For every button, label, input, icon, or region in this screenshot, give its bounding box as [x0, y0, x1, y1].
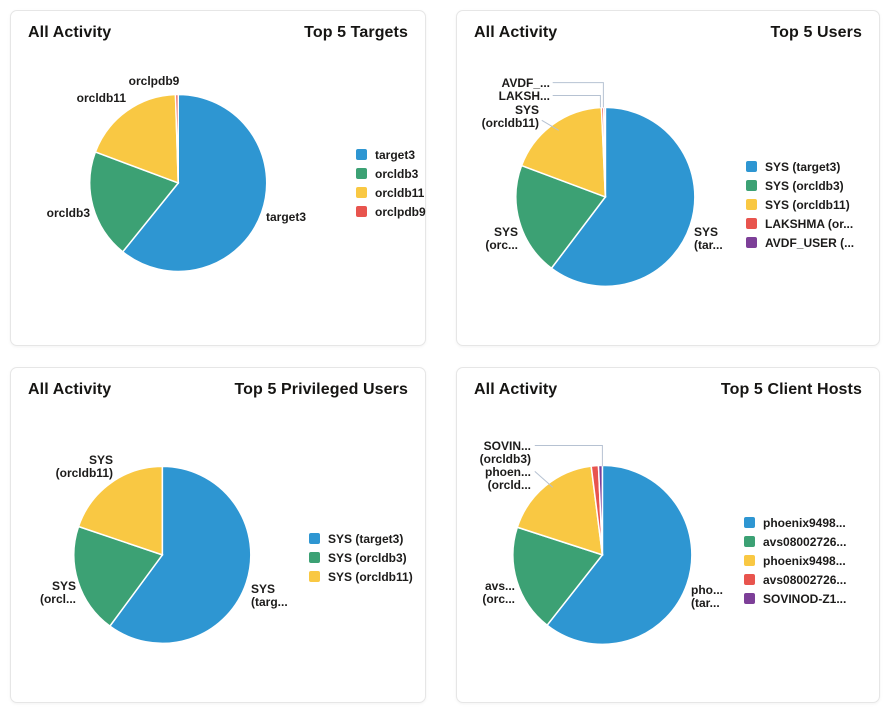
legend-item[interactable]: orclpdb9 [356, 202, 426, 221]
legend-label: orclpdb9 [375, 204, 426, 219]
legend-item[interactable]: phoenix9498... [744, 551, 846, 570]
legend-swatch [356, 206, 367, 217]
callout-leader-line [552, 82, 604, 108]
legend-swatch [746, 237, 757, 248]
legend-item[interactable]: phoenix9498... [744, 513, 846, 532]
legend-item[interactable]: SYS (orcldb3) [309, 548, 413, 567]
legend-item[interactable]: AVDF_USER (... [746, 233, 854, 252]
legend-label: orcldb3 [375, 166, 419, 181]
legend-label: orcldb11 [375, 185, 425, 200]
card-header: All Activity Top 5 Targets [11, 11, 425, 42]
legend-swatch [746, 161, 757, 172]
card-context-label: All Activity [28, 24, 112, 41]
legend-swatch [744, 574, 755, 585]
legend-item[interactable]: LAKSHMA (or... [746, 214, 854, 233]
top-5-privileged-users-card: All Activity Top 5 Privileged Users SYS(… [10, 367, 426, 703]
legend-label: SYS (orcldb3) [328, 550, 407, 565]
legend-swatch [744, 536, 755, 547]
legend-label: SYS (orcldb11) [328, 569, 413, 584]
legend-swatch [309, 533, 320, 544]
legend-swatch [356, 149, 367, 160]
legend-item[interactable]: SOVINOD-Z1... [744, 589, 846, 608]
legend-item[interactable]: SYS (orcldb11) [746, 195, 854, 214]
legend-swatch [356, 187, 367, 198]
chart-legend: phoenix9498... avs08002726... phoenix9498.… [744, 513, 846, 608]
card-context-label: All Activity [28, 381, 112, 398]
legend-swatch [746, 199, 757, 210]
legend-label: target3 [375, 147, 416, 162]
pie-slice[interactable] [520, 106, 607, 198]
legend-swatch [356, 168, 367, 179]
legend-swatch [746, 180, 757, 191]
pie-slice[interactable] [602, 106, 607, 197]
legend-swatch [309, 571, 320, 582]
pie-slice[interactable] [108, 465, 252, 645]
callout-leader-line [534, 445, 603, 467]
pie-chart-client-hosts [512, 445, 693, 646]
legend-label: avs08002726... [763, 572, 847, 587]
callout-leader-line [541, 119, 559, 131]
pie-slice[interactable] [516, 465, 604, 556]
legend-label: LAKSHMA (or... [765, 216, 854, 231]
card-context-label: All Activity [474, 381, 558, 398]
legend-item[interactable]: orcldb3 [356, 164, 426, 183]
legend-item[interactable]: orcldb11 [356, 183, 426, 202]
pie-slice[interactable] [515, 164, 607, 270]
card-header: All Activity Top 5 Client Hosts [457, 368, 879, 399]
legend-swatch [744, 517, 755, 528]
legend-item[interactable]: SYS (target3) [309, 529, 413, 548]
pie-slice[interactable] [89, 150, 180, 253]
pie-slice[interactable] [73, 525, 164, 628]
pie-slice[interactable] [77, 465, 164, 556]
card-title: Top 5 Client Hosts [720, 381, 862, 398]
top-5-client-hosts-card: All Activity Top 5 Client Hosts SOVIN...… [456, 367, 880, 703]
legend-swatch [744, 593, 755, 604]
legend-label: SOVINOD-Z1... [763, 591, 847, 606]
legend-swatch [746, 218, 757, 229]
legend-swatch [744, 555, 755, 566]
callout-leader-line [534, 471, 554, 488]
legend-label: SYS (target3) [328, 531, 404, 546]
pie-slice[interactable] [512, 526, 604, 627]
pie-slice[interactable] [121, 93, 268, 273]
pie-slice[interactable] [94, 93, 180, 185]
card-title: Top 5 Targets [304, 24, 408, 41]
legend-item[interactable]: target3 [356, 145, 426, 164]
card-context-label: All Activity [474, 24, 558, 41]
legend-item[interactable]: SYS (orcldb3) [746, 176, 854, 195]
legend-label: avs08002726... [763, 534, 847, 549]
chart-legend: target3 orcldb3 orcldb11 orclpdb9 [356, 145, 426, 221]
pie-chart-privileged-users [73, 465, 252, 645]
card-header: All Activity Top 5 Users [457, 11, 879, 42]
legend-swatch [309, 552, 320, 563]
pie-slice[interactable] [174, 93, 179, 183]
legend-item[interactable]: SYS (orcldb11) [309, 567, 413, 586]
pie-slice[interactable] [546, 464, 693, 646]
legend-label: phoenix9498... [763, 515, 846, 530]
legend-label: AVDF_USER (... [765, 235, 855, 250]
pie-chart-targets [89, 93, 268, 273]
legend-item[interactable]: avs08002726... [744, 532, 846, 551]
card-title: Top 5 Privileged Users [234, 381, 408, 398]
legend-label: SYS (target3) [765, 159, 841, 174]
legend-label: phoenix9498... [763, 553, 846, 568]
legend-label: SYS (orcldb3) [765, 178, 844, 193]
pie-chart-users [515, 82, 696, 288]
card-header: All Activity Top 5 Privileged Users [11, 368, 425, 399]
pie-slice[interactable] [550, 106, 696, 288]
top-5-targets-card: All Activity Top 5 Targets orclpdb9 orcld… [10, 10, 426, 346]
legend-item[interactable]: SYS (target3) [746, 157, 854, 176]
chart-legend: SYS (target3) SYS (orcldb3) SYS (orcldb11) [309, 529, 413, 586]
legend-label: SYS (orcldb11) [765, 197, 850, 212]
card-title: Top 5 Users [770, 24, 862, 41]
chart-legend: SYS (target3) SYS (orcldb3) SYS (orcldb11)… [746, 157, 854, 252]
top-5-users-card: All Activity Top 5 Users AVDF_... LAKSH..… [456, 10, 880, 346]
callout-leader-line [552, 94, 601, 108]
legend-item[interactable]: avs08002726... [744, 570, 846, 589]
